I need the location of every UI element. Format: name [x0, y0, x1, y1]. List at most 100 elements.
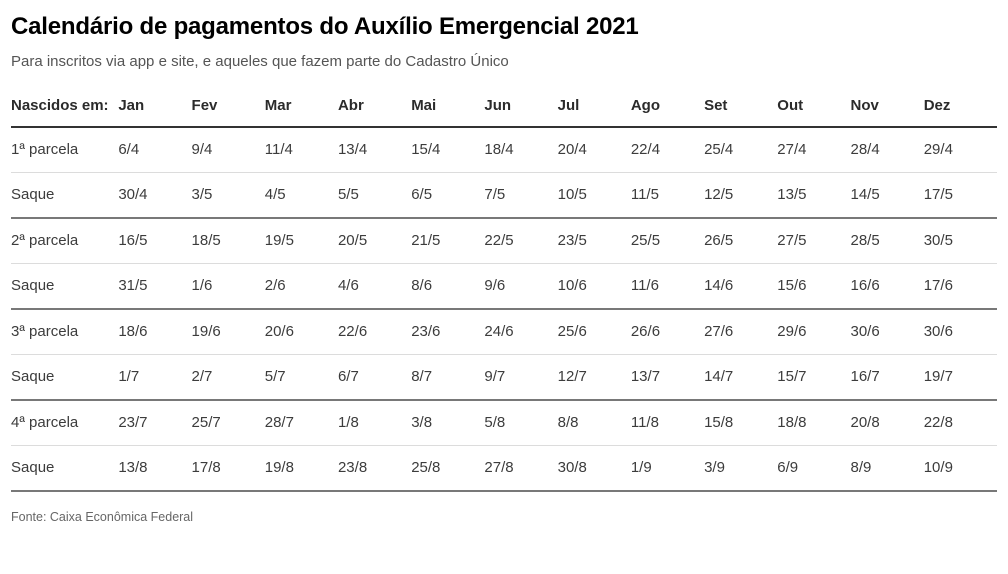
date-cell: 2/6	[264, 263, 338, 310]
date-cell: 9/4	[191, 127, 265, 173]
row-label: 4ª parcela	[11, 400, 119, 446]
date-cell: 1/8	[337, 400, 412, 446]
date-cell: 12/5	[704, 172, 778, 219]
date-cell: 14/7	[704, 354, 778, 401]
date-cell: 1/6	[191, 263, 265, 310]
month-header-set: Set	[704, 96, 778, 128]
date-cell: 13/8	[118, 445, 192, 492]
row-label: Saque	[11, 172, 119, 219]
date-cell: 20/8	[850, 400, 924, 446]
date-cell: 19/8	[264, 445, 338, 492]
date-cell: 17/5	[923, 172, 997, 219]
date-cell: 6/9	[777, 445, 851, 492]
date-cell: 30/6	[850, 309, 924, 355]
date-cell: 20/6	[264, 309, 338, 355]
table-row: 1ª parcela 6/4 9/4 11/4 13/4 15/4 18/4 20/4 22/4…	[11, 127, 997, 173]
date-cell: 27/4	[777, 127, 851, 173]
date-cell: 25/4	[704, 127, 778, 173]
row-label: 2ª parcela	[11, 218, 119, 264]
date-cell: 25/8	[411, 445, 485, 492]
date-cell: 6/4	[118, 127, 192, 173]
date-cell: 25/6	[557, 309, 631, 355]
table-row: 2ª parcela 16/5 18/5 19/5 20/5 21/5 22/5 23/5 25…	[11, 218, 997, 264]
table-header-row: Nascidos em: Jan Fev Mar Abr Mai Jun Jul Ago Set…	[11, 96, 997, 128]
date-cell: 22/4	[630, 127, 705, 173]
date-cell: 21/5	[411, 218, 485, 264]
date-cell: 17/6	[923, 263, 997, 310]
date-cell: 30/8	[557, 445, 631, 492]
date-cell: 23/7	[118, 400, 192, 446]
month-header-abr: Abr	[337, 96, 412, 128]
date-cell: 22/6	[337, 309, 412, 355]
date-cell: 30/4	[118, 172, 192, 219]
month-header-jun: Jun	[484, 96, 558, 128]
date-cell: 2/7	[191, 354, 265, 401]
month-header-mar: Mar	[264, 96, 338, 128]
date-cell: 10/9	[923, 445, 997, 492]
date-cell: 26/6	[630, 309, 705, 355]
date-cell: 15/4	[411, 127, 485, 173]
corner-header-nascidos-em: Nascidos em:	[11, 96, 119, 128]
date-cell: 23/8	[337, 445, 412, 492]
date-cell: 1/9	[630, 445, 705, 492]
date-cell: 23/5	[557, 218, 631, 264]
date-cell: 15/8	[704, 400, 778, 446]
row-label: Saque	[11, 263, 119, 310]
date-cell: 24/6	[484, 309, 558, 355]
month-header-jan: Jan	[118, 96, 192, 128]
date-cell: 10/5	[557, 172, 631, 219]
date-cell: 5/8	[484, 400, 558, 446]
date-cell: 9/7	[484, 354, 558, 401]
date-cell: 25/5	[630, 218, 705, 264]
date-cell: 12/7	[557, 354, 631, 401]
date-cell: 19/6	[191, 309, 265, 355]
table-row: 4ª parcela 23/7 25/7 28/7 1/8 3/8 5/8 8/8 11/8 15…	[11, 400, 997, 446]
date-cell: 6/7	[337, 354, 412, 401]
date-cell: 11/8	[630, 400, 705, 446]
date-cell: 7/5	[484, 172, 558, 219]
date-cell: 16/5	[118, 218, 192, 264]
table-body: 1ª parcela 6/4 9/4 11/4 13/4 15/4 18/4 20/4 22/4…	[11, 127, 997, 492]
date-cell: 10/6	[557, 263, 631, 310]
date-cell: 29/6	[777, 309, 851, 355]
date-cell: 15/6	[777, 263, 851, 310]
date-cell: 8/7	[411, 354, 485, 401]
date-cell: 3/8	[411, 400, 485, 446]
month-header-jul: Jul	[557, 96, 631, 128]
date-cell: 30/6	[923, 309, 997, 355]
date-cell: 8/9	[850, 445, 924, 492]
row-label: 1ª parcela	[11, 127, 119, 173]
date-cell: 27/5	[777, 218, 851, 264]
row-label: Saque	[11, 445, 119, 492]
date-cell: 30/5	[923, 218, 997, 264]
date-cell: 16/7	[850, 354, 924, 401]
date-cell: 6/5	[411, 172, 485, 219]
date-cell: 26/5	[704, 218, 778, 264]
date-cell: 22/5	[484, 218, 558, 264]
month-header-nov: Nov	[850, 96, 924, 128]
month-header-fev: Fev	[191, 96, 265, 128]
page-subtitle: Para inscritos via app e site, e aqueles…	[11, 53, 509, 70]
date-cell: 16/6	[850, 263, 924, 310]
date-cell: 8/6	[411, 263, 485, 310]
date-cell: 9/6	[484, 263, 558, 310]
date-cell: 28/5	[850, 218, 924, 264]
table-row: Saque 30/4 3/5 4/5 5/5 6/5 7/5 10/5 11/5 12/5 13/5…	[11, 172, 997, 219]
date-cell: 3/5	[191, 172, 265, 219]
date-cell: 25/7	[191, 400, 265, 446]
date-cell: 11/6	[630, 263, 705, 310]
date-cell: 4/5	[264, 172, 338, 219]
date-cell: 11/4	[264, 127, 338, 173]
date-cell: 8/8	[557, 400, 631, 446]
date-cell: 3/9	[704, 445, 778, 492]
date-cell: 11/5	[630, 172, 705, 219]
date-cell: 28/7	[264, 400, 338, 446]
date-cell: 14/6	[704, 263, 778, 310]
date-cell: 31/5	[118, 263, 192, 310]
date-cell: 4/6	[337, 263, 412, 310]
date-cell: 1/7	[118, 354, 192, 401]
date-cell: 14/5	[850, 172, 924, 219]
date-cell: 19/5	[264, 218, 338, 264]
date-cell: 13/5	[777, 172, 851, 219]
month-header-mai: Mai	[411, 96, 485, 128]
